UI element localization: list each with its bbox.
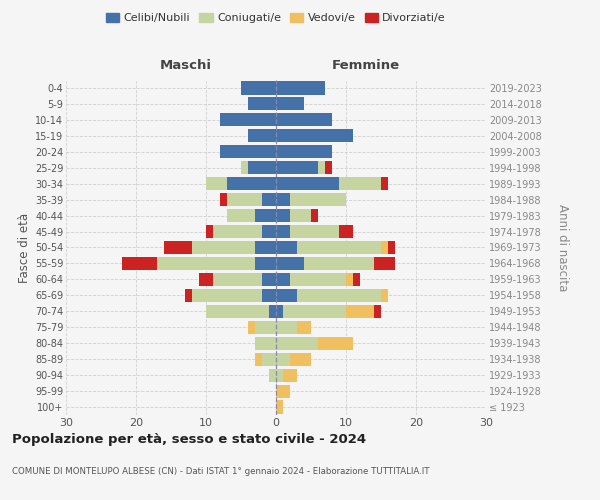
Bar [227,177,276,190]
Bar [381,241,388,254]
Bar [283,368,297,382]
Bar [283,305,346,318]
Bar [220,145,276,158]
Bar [262,193,276,206]
Bar [374,257,395,270]
Bar [290,193,346,206]
Bar [220,193,227,206]
Bar [346,305,374,318]
Bar [262,352,276,366]
Text: Femmine: Femmine [332,58,400,71]
Bar [276,289,297,302]
Bar [276,305,283,318]
Bar [213,273,262,286]
Text: Maschi: Maschi [160,58,212,71]
Bar [248,320,255,334]
Bar [206,177,227,190]
Bar [276,225,290,238]
Bar [206,305,269,318]
Bar [262,273,276,286]
Bar [255,336,276,350]
Text: Popolazione per età, sesso e stato civile - 2024: Popolazione per età, sesso e stato civil… [12,432,366,446]
Bar [276,114,332,126]
Bar [318,336,353,350]
Bar [339,225,353,238]
Legend: Celibi/Nubili, Coniugati/e, Vedovi/e, Divorziati/e: Celibi/Nubili, Coniugati/e, Vedovi/e, Di… [101,8,451,28]
Bar [276,320,297,334]
Bar [304,257,374,270]
Bar [192,241,255,254]
Bar [374,305,381,318]
Bar [255,352,262,366]
Bar [227,209,255,222]
Bar [297,320,311,334]
Bar [339,177,381,190]
Bar [262,289,276,302]
Bar [276,209,290,222]
Bar [276,257,304,270]
Bar [241,82,276,94]
Bar [276,145,332,158]
Bar [122,257,157,270]
Bar [199,273,213,286]
Bar [276,273,290,286]
Bar [164,241,192,254]
Y-axis label: Anni di nascita: Anni di nascita [556,204,569,291]
Bar [248,130,276,142]
Bar [290,352,311,366]
Bar [311,209,318,222]
Bar [353,273,360,286]
Bar [269,368,276,382]
Bar [276,193,290,206]
Bar [157,257,255,270]
Bar [255,241,276,254]
Bar [262,225,276,238]
Bar [255,320,276,334]
Bar [276,241,297,254]
Bar [276,384,290,398]
Bar [290,225,339,238]
Text: COMUNE DI MONTELUPO ALBESE (CN) - Dati ISTAT 1° gennaio 2024 - Elaborazione TUTT: COMUNE DI MONTELUPO ALBESE (CN) - Dati I… [12,468,430,476]
Bar [269,305,276,318]
Y-axis label: Fasce di età: Fasce di età [17,212,31,282]
Bar [185,289,192,302]
Bar [248,98,276,110]
Bar [381,289,388,302]
Bar [325,161,332,174]
Bar [276,82,325,94]
Bar [213,225,262,238]
Bar [255,257,276,270]
Bar [276,336,318,350]
Bar [276,130,353,142]
Bar [297,289,381,302]
Bar [276,177,339,190]
Bar [220,114,276,126]
Bar [318,161,325,174]
Bar [241,161,248,174]
Bar [276,400,283,413]
Bar [346,273,353,286]
Bar [192,289,262,302]
Bar [297,241,381,254]
Bar [276,368,283,382]
Bar [248,161,276,174]
Bar [381,177,388,190]
Bar [276,352,290,366]
Bar [276,161,318,174]
Bar [388,241,395,254]
Bar [290,209,311,222]
Bar [255,209,276,222]
Bar [206,225,213,238]
Bar [276,98,304,110]
Bar [227,193,262,206]
Bar [290,273,346,286]
